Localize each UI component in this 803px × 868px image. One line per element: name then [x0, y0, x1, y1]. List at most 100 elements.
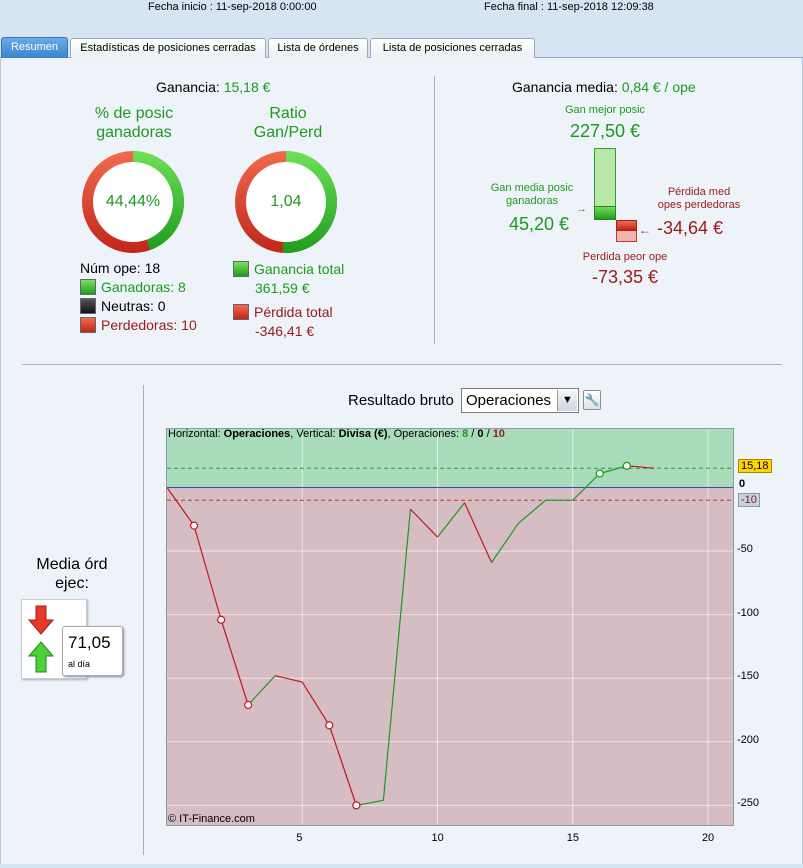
num-ops: Núm ope: 18 [80, 260, 161, 276]
x-tick-label: 15 [566, 832, 579, 844]
chart-type-selected: Operaciones [466, 392, 552, 409]
chart-header-horizontal: Operaciones [223, 428, 291, 440]
neutral-swatch [80, 298, 96, 314]
y-tick-label: -200 [737, 733, 760, 746]
pct-winners-title: % de posic ganadoras [74, 104, 194, 142]
profit-label: Ganancia: [156, 79, 220, 95]
series-segment [301, 681, 330, 726]
best-position-label: Gan mejor posic [564, 104, 646, 116]
data-point [216, 615, 226, 624]
chart-header-neutral: 0 [477, 428, 484, 440]
losers-count: Perdedoras: 10 [80, 317, 197, 333]
series-segment [247, 675, 276, 706]
series-segment [356, 799, 384, 806]
total-gain-swatch [233, 261, 249, 277]
tab-closed-positions-list[interactable]: Lista de posiciones cerradas [370, 38, 535, 58]
tab-closed-position-stats[interactable]: Estadísticas de posiciones cerradas [70, 38, 266, 58]
avg-win-arrow: → [576, 203, 587, 215]
avg-gain-value: 0,84 € / ope [621, 79, 696, 95]
orders-label-line2: ejec: [55, 575, 89, 592]
avg-loss-value: -34,64 € [657, 218, 724, 238]
gain-zone [167, 429, 733, 488]
avg-win-label: Gan media posic ganadoras [474, 182, 590, 208]
pct-winners-value: 44,44% [105, 193, 161, 210]
series-segment [437, 502, 465, 538]
tab-bar: Resumen Estadísticas de posiciones cerra… [0, 37, 803, 58]
series-segment [463, 502, 493, 563]
avg-loss-label: Pérdida med opes perdedoras [640, 186, 758, 212]
series-segment [167, 487, 195, 526]
series-segment [275, 675, 303, 683]
final-result-tag: 15,18 [738, 459, 772, 474]
losers-swatch [80, 317, 96, 333]
chart-type-select[interactable]: Operaciones ▼ [461, 388, 579, 413]
avg-win-label-line1: Gan media posic [490, 182, 574, 194]
series-segment [193, 525, 222, 620]
orders-label: Media órd ejec: [20, 555, 124, 593]
pct-winners-donut [82, 151, 184, 253]
credit-text: © IT-Finance.com [168, 813, 255, 825]
pct-winners-title-line2: ganadoras [96, 124, 172, 141]
avg-win-label-line2: ganadoras [506, 195, 558, 207]
total-loss-value: -346,41 € [255, 323, 315, 339]
avg-gain-label: Ganancia media: [512, 79, 618, 95]
data-point [244, 700, 253, 710]
y-tick-label: -50 [737, 543, 753, 556]
neutral-label: Neutras: 0 [101, 298, 166, 314]
tab-order-list[interactable]: Lista de órdenes [268, 38, 368, 58]
orders-label-line1: Media órd [36, 556, 108, 573]
winners-swatch [80, 279, 96, 295]
chart-header-mid: , Vertical: [290, 428, 339, 440]
avg-loss-arrow: ← [639, 223, 651, 237]
result-chart-svg [167, 429, 733, 825]
series-segment [220, 619, 249, 706]
document-icon [21, 599, 87, 679]
worst-op-value: -73,35 € [591, 267, 659, 287]
orders-value: 71,05 [68, 633, 111, 652]
series-segment [328, 725, 357, 806]
avg-loss-tag: -10 [738, 493, 760, 508]
series-segment [491, 522, 520, 563]
data-point [325, 721, 334, 730]
chart-header-vertical: Divisa (€) [338, 428, 388, 440]
series-segment [599, 465, 627, 475]
wrench-icon[interactable]: 🔧 [583, 390, 601, 410]
profit-heading: Ganancia: 15,18 € [156, 79, 270, 95]
neutral-count: Neutras: 0 [80, 298, 166, 314]
y-tick-label: -250 [737, 797, 760, 810]
series-segment [626, 465, 654, 469]
chart-header-prefix: Horizontal: [168, 428, 224, 440]
best-position-value: 227,50 € [569, 121, 641, 141]
total-gain-label: Ganancia total [254, 261, 345, 277]
vertical-divider [434, 76, 435, 344]
tab-summary[interactable]: Resumen [1, 37, 68, 58]
orders-card: 71,05 al día [62, 626, 123, 676]
data-point [595, 469, 604, 478]
chart-header-sep1: / [468, 428, 478, 440]
x-tick-label: 5 [296, 832, 303, 844]
y-tick-label-zero: 0 [739, 478, 746, 491]
chart-header-wins: 8 [462, 428, 469, 440]
horizontal-divider [22, 364, 782, 365]
chart-header-sep2: / [483, 428, 493, 440]
y-tick-label: -100 [737, 606, 760, 619]
date-bar: Fecha inicio : 11-sep-2018 0:00:00 Fecha… [0, 0, 803, 30]
avg-gain-heading: Ganancia media: 0,84 € / ope [512, 79, 696, 95]
chart-title: Resultado bruto [348, 392, 454, 409]
avg-loss-label-line1: Pérdida med [667, 186, 731, 198]
buy-arrow-icon [27, 641, 55, 673]
data-point [189, 521, 199, 530]
chevron-down-icon[interactable]: ▼ [557, 390, 577, 411]
x-tick-label: 10 [431, 832, 444, 844]
data-point [352, 801, 361, 810]
start-date: Fecha inicio : 11-sep-2018 0:00:00 [148, 1, 317, 13]
avg-win-value: 45,20 € [509, 214, 570, 234]
series-segment [518, 499, 547, 524]
chart-header: Horizontal: Operaciones, Vertical: Divis… [168, 428, 505, 440]
y-tick-label: -150 [737, 670, 760, 683]
loss-zone [167, 487, 733, 825]
ratio-value: 1,04 [270, 193, 302, 210]
total-loss-label: Pérdida total [254, 304, 333, 320]
total-gain-value: 361,59 € [255, 280, 310, 296]
avg-loss-bar [616, 220, 637, 231]
